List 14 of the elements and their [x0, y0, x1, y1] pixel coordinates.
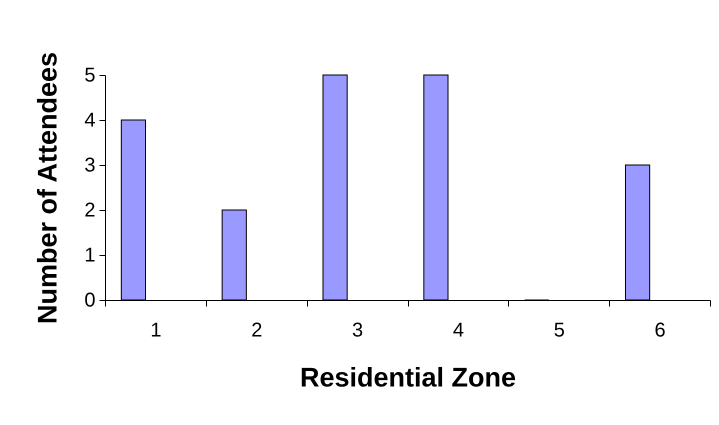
x-axis-title: Residential Zone: [300, 362, 516, 392]
x-tick-label: 6: [654, 320, 666, 342]
y-tick-label: 1: [84, 244, 96, 266]
x-tick-label: 1: [150, 320, 162, 342]
x-tick-label: 4: [452, 320, 464, 342]
y-tick-label: 0: [84, 290, 96, 312]
y-tick-label: 4: [84, 110, 96, 132]
x-tick-label: 3: [352, 320, 364, 342]
y-axis-title: Number of Attendees: [32, 52, 62, 324]
x-tick-label: 2: [251, 320, 262, 342]
y-tick-label: 2: [84, 200, 96, 222]
y-tick-label: 3: [84, 154, 96, 176]
y-tick-label: 5: [84, 64, 96, 86]
x-tick-label: 5: [554, 320, 565, 342]
